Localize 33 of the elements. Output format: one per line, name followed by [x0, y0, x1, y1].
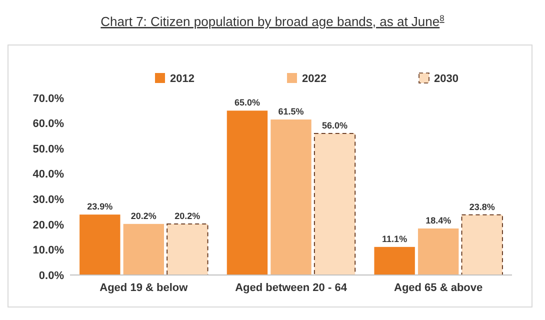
- y-tick-label: 50.0%: [32, 143, 64, 156]
- data-label: 65.0%: [234, 98, 260, 108]
- legend-label: 2012: [170, 73, 194, 85]
- data-label: 11.1%: [382, 234, 408, 244]
- bar: [226, 110, 268, 275]
- y-tick-label: 60.0%: [32, 118, 64, 130]
- data-label: 23.8%: [469, 202, 495, 212]
- y-tick-label: 0.0%: [38, 270, 64, 282]
- data-label: 61.5%: [278, 106, 304, 116]
- data-label: 56.0%: [322, 120, 348, 130]
- data-label: 20.2%: [174, 210, 200, 221]
- x-tick-label: Aged 19 & below: [100, 282, 188, 294]
- y-tick-label: 10.0%: [32, 244, 64, 257]
- y-tick-label: 70.0%: [32, 92, 64, 105]
- data-label: 20.2%: [130, 210, 156, 221]
- legend-label: 2030: [434, 73, 458, 85]
- chart-title: Chart 7: Citizen population by broad age bands, as at June$^{8}$: [100, 13, 445, 29]
- data-label: 18.4%: [426, 215, 452, 226]
- y-tick-label: 30.0%: [32, 194, 64, 206]
- bar: [418, 228, 459, 275]
- bar: [314, 132, 356, 276]
- bar: [270, 119, 312, 275]
- bar: [374, 246, 415, 275]
- bar: [123, 224, 164, 275]
- x-tick-label: Aged 65 & above: [394, 282, 483, 294]
- bar: [461, 214, 503, 276]
- bar: [80, 214, 120, 275]
- y-tick-label: 40.0%: [32, 168, 64, 181]
- y-tick-label: 20.0%: [32, 219, 64, 232]
- legend-label: 2022: [302, 73, 326, 85]
- data-label: 23.9%: [87, 202, 113, 212]
- bar: [166, 223, 208, 276]
- x-tick-label: Aged between 20 - 64: [235, 282, 348, 294]
